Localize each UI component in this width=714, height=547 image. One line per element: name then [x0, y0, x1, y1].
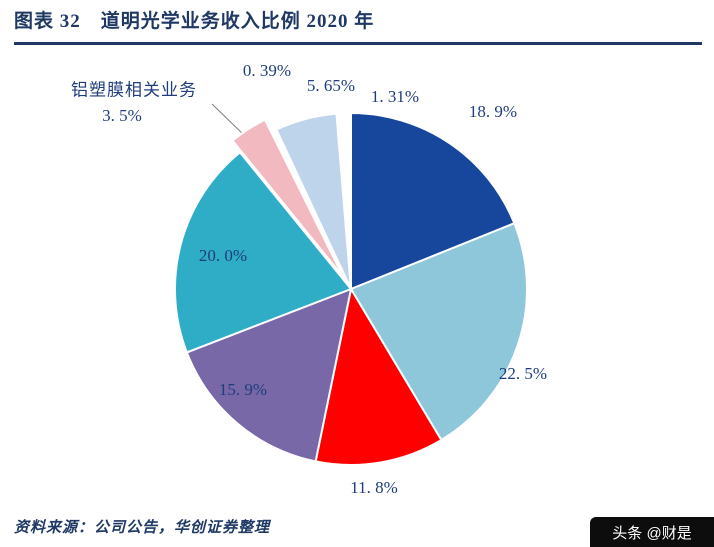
slice-label-11.8: 11. 8%: [350, 478, 398, 497]
pie-slice-18.9: [350, 111, 516, 291]
leader-line: [211, 103, 246, 137]
slice-label-1.31: 1. 31%: [370, 87, 420, 106]
watermark-text: 头条 @财是: [612, 524, 692, 542]
pie-slice-11.8: [314, 286, 443, 466]
figure-title: 图表 32 道明光学业务收入比例 2020 年: [14, 11, 375, 32]
watermark-badge: 头条 @财是: [590, 517, 714, 547]
slice-label-20: 20. 0%: [198, 246, 248, 265]
slice-label-22.5: 22. 5%: [498, 364, 548, 383]
slice-label-3.5: 3. 5%: [102, 106, 142, 125]
pie-slice-3.5: [231, 118, 345, 278]
slice-name-label: 铝塑膜相关业务: [71, 80, 197, 100]
pie-slice-15.9: [185, 287, 353, 463]
slice-label-18.9: 18. 9%: [468, 102, 518, 121]
pie-slice-1.31: [335, 111, 352, 290]
figure-header: 图表 32 道明光学业务收入比例 2020 年: [14, 6, 702, 45]
slice-label-5.65: 5. 65%: [306, 76, 356, 95]
slice-label-15.9: 15. 9%: [218, 380, 268, 399]
slice-label-0.39: 0. 39%: [242, 61, 292, 80]
source-note: 资料来源：公司公告，华创证券整理: [14, 520, 271, 536]
pie-slice-20: [173, 150, 353, 354]
pie-slice-22.5: [349, 221, 528, 442]
